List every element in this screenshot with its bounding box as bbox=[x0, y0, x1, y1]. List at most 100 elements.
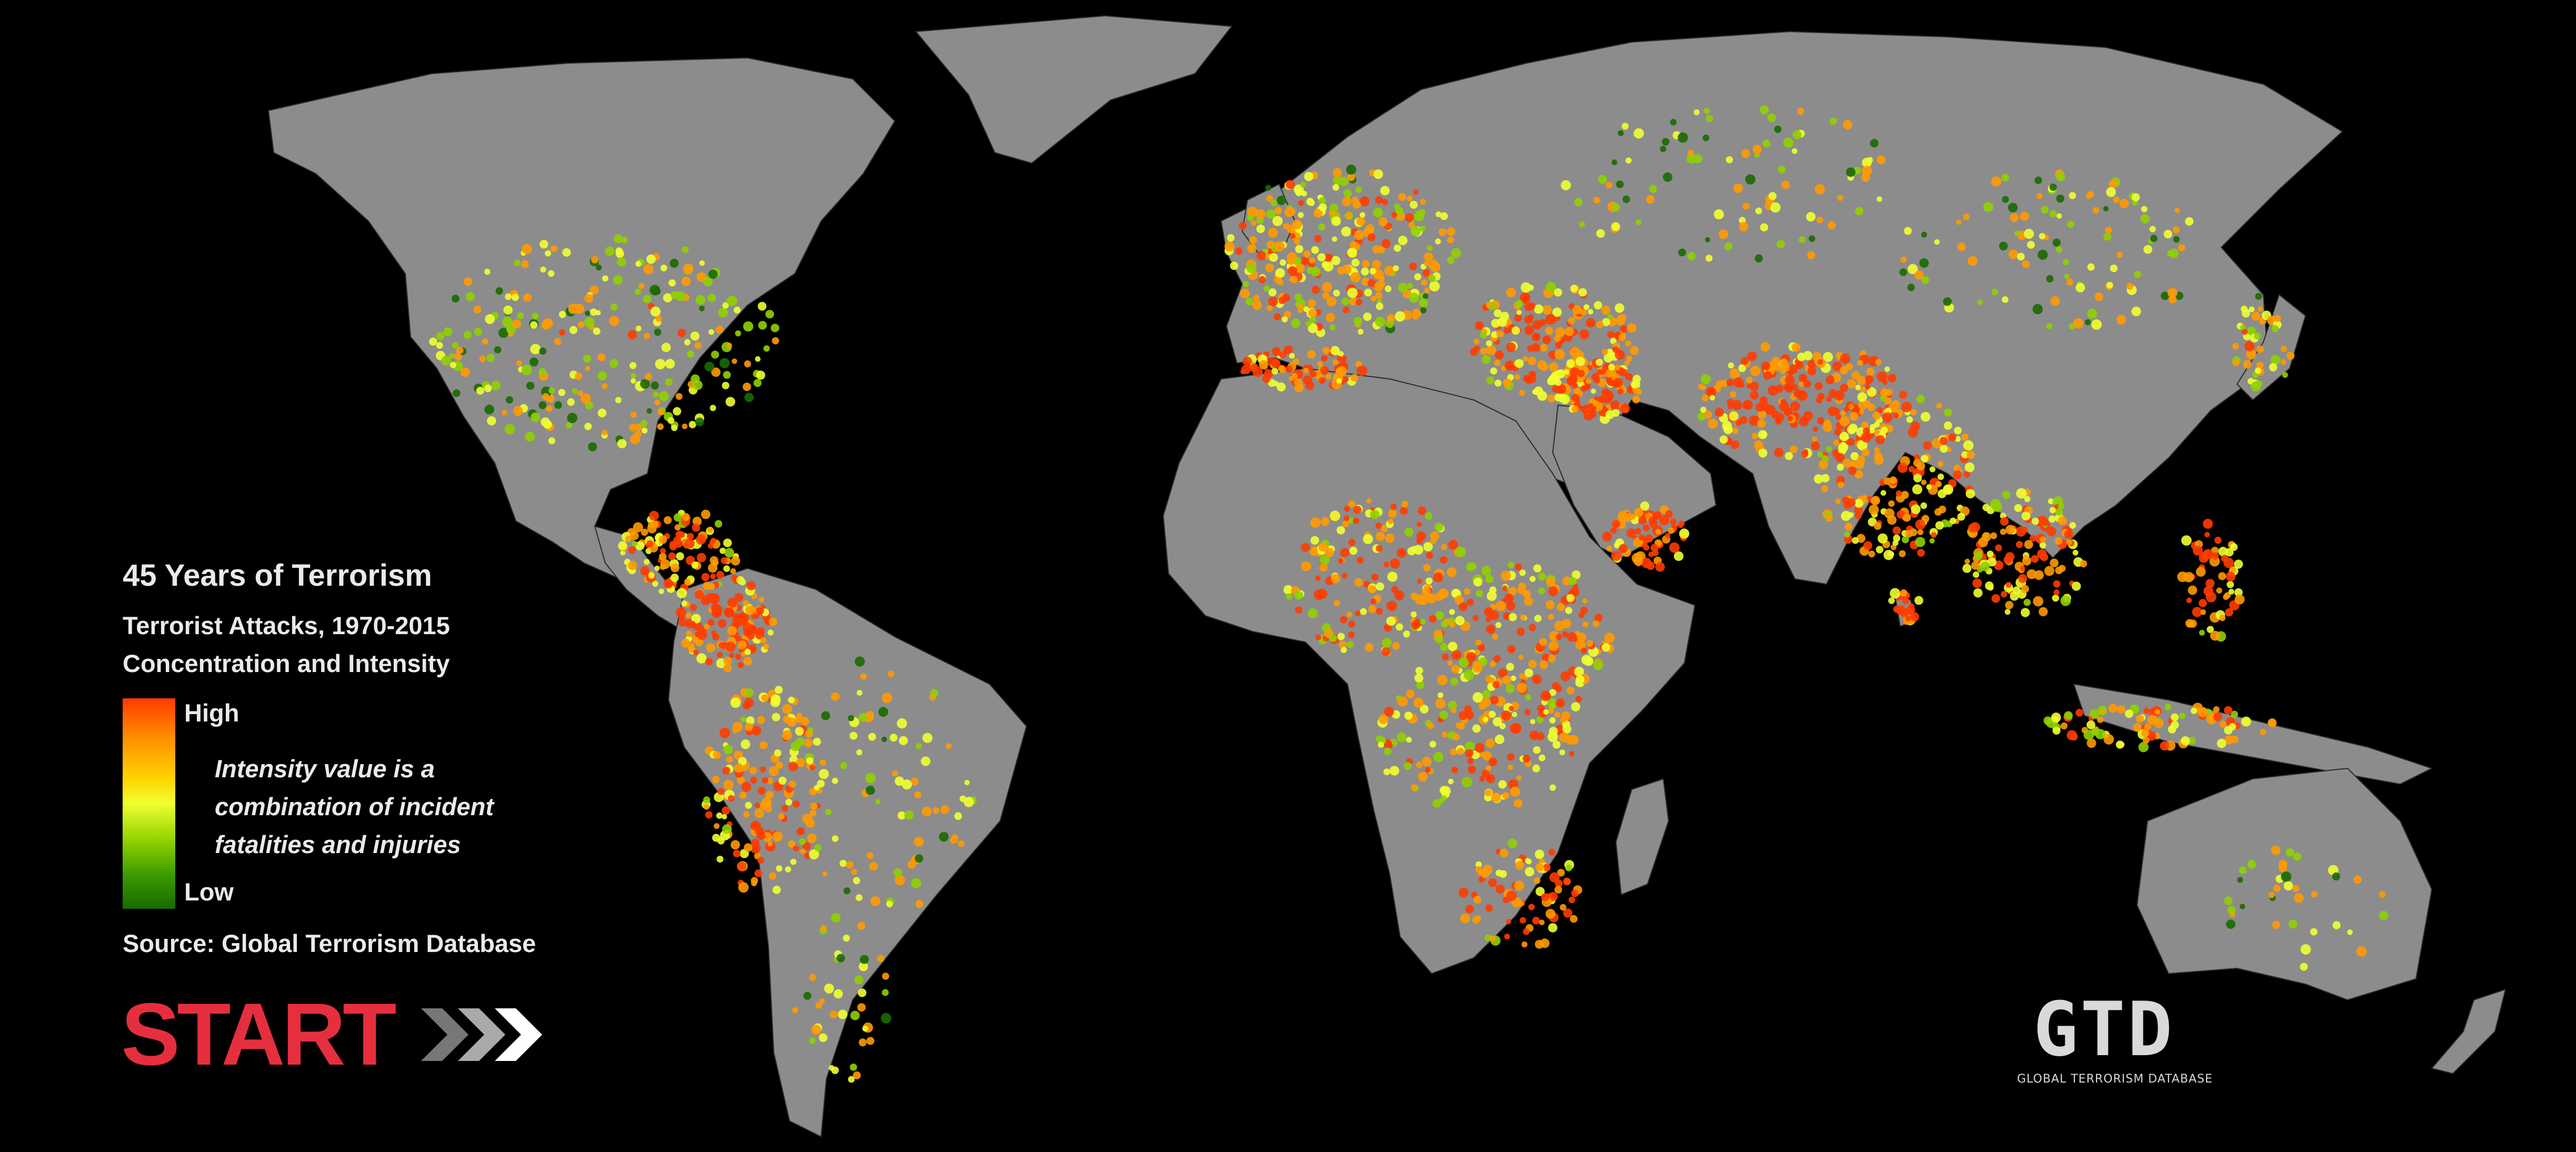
incident-point bbox=[2052, 594, 2060, 602]
incident-point bbox=[675, 607, 686, 618]
incident-point bbox=[1992, 502, 2002, 512]
incident-point bbox=[809, 765, 815, 770]
incident-point bbox=[1888, 500, 1895, 507]
incident-point bbox=[1383, 768, 1391, 776]
incident-point bbox=[1920, 502, 1928, 509]
incident-point bbox=[1878, 533, 1888, 544]
incident-point bbox=[2188, 737, 2196, 745]
incident-point bbox=[860, 955, 869, 964]
incident-point bbox=[1446, 227, 1455, 236]
incident-point bbox=[1256, 251, 1266, 261]
incident-point bbox=[1555, 698, 1565, 708]
incident-point bbox=[761, 694, 769, 702]
incident-point bbox=[675, 393, 683, 400]
incident-point bbox=[1498, 331, 1504, 337]
incident-point bbox=[2181, 535, 2192, 546]
incident-point bbox=[2117, 705, 2126, 714]
incident-point bbox=[1900, 256, 1907, 263]
incident-point bbox=[809, 788, 817, 796]
incident-point bbox=[1821, 474, 1830, 483]
incident-point bbox=[2069, 522, 2076, 529]
incident-point bbox=[1964, 558, 1970, 564]
incident-point bbox=[727, 597, 737, 608]
incident-point bbox=[1530, 719, 1535, 725]
incident-point bbox=[1908, 466, 1915, 473]
incident-point bbox=[2004, 609, 2011, 615]
incident-point bbox=[1360, 212, 1365, 218]
madagascar bbox=[1615, 778, 1670, 896]
incident-point bbox=[1506, 601, 1516, 611]
incident-point bbox=[1276, 382, 1286, 392]
incident-point bbox=[2053, 580, 2061, 588]
incident-point bbox=[1812, 436, 1818, 442]
incident-point bbox=[1535, 887, 1545, 896]
incident-point bbox=[1489, 710, 1496, 718]
incident-point bbox=[1936, 403, 1942, 409]
incident-point bbox=[771, 324, 780, 333]
incident-point bbox=[1901, 402, 1912, 413]
incident-point bbox=[1411, 611, 1417, 618]
incident-point bbox=[2241, 716, 2251, 727]
incident-point bbox=[1575, 675, 1585, 684]
incident-point bbox=[915, 900, 924, 908]
incident-point bbox=[824, 984, 834, 994]
incident-point bbox=[1504, 360, 1515, 371]
incident-point bbox=[2286, 352, 2295, 360]
incident-point bbox=[1610, 337, 1617, 344]
incident-point bbox=[2034, 570, 2044, 580]
incident-point bbox=[768, 766, 779, 776]
incident-point bbox=[801, 717, 810, 726]
incident-point bbox=[1752, 145, 1762, 154]
incident-point bbox=[1817, 359, 1823, 365]
incident-point bbox=[758, 320, 767, 330]
incident-point bbox=[1549, 717, 1556, 724]
incident-point bbox=[2109, 179, 2118, 189]
incident-point bbox=[630, 412, 637, 418]
incident-point bbox=[1251, 220, 1257, 226]
incident-point bbox=[1893, 605, 1901, 613]
incident-point bbox=[1533, 564, 1542, 573]
incident-point bbox=[711, 350, 719, 359]
incident-point bbox=[2014, 230, 2020, 236]
incident-point bbox=[877, 955, 885, 963]
incident-point bbox=[2069, 192, 2076, 199]
incident-point bbox=[454, 352, 462, 361]
incident-point bbox=[2211, 547, 2219, 555]
incident-point bbox=[1427, 722, 1434, 729]
incident-point bbox=[778, 776, 787, 785]
incident-point bbox=[1939, 505, 1946, 514]
incident-point bbox=[2106, 187, 2116, 197]
incident-point bbox=[613, 275, 623, 285]
incident-point bbox=[1266, 209, 1276, 219]
incident-point bbox=[1529, 576, 1536, 582]
incident-point bbox=[1525, 694, 1532, 700]
incident-point bbox=[729, 652, 735, 658]
incident-point bbox=[800, 848, 806, 855]
incident-point bbox=[1307, 323, 1318, 334]
incident-point bbox=[857, 988, 867, 997]
incident-point bbox=[1499, 723, 1506, 729]
incident-point bbox=[725, 642, 736, 652]
incident-point bbox=[2224, 896, 2233, 905]
incident-point bbox=[1991, 176, 2002, 187]
incident-point bbox=[1582, 598, 1587, 604]
incident-point bbox=[1577, 369, 1585, 377]
incident-point bbox=[1848, 512, 1854, 518]
incident-point bbox=[807, 727, 814, 733]
incident-point bbox=[1345, 212, 1352, 219]
incident-point bbox=[2226, 580, 2234, 588]
incident-point bbox=[1532, 764, 1541, 773]
incident-point bbox=[1370, 598, 1376, 605]
incident-point bbox=[692, 516, 702, 526]
incident-point bbox=[1495, 600, 1506, 612]
incident-point bbox=[914, 837, 924, 847]
incident-point bbox=[1247, 206, 1258, 217]
incident-point bbox=[1874, 447, 1880, 453]
incident-point bbox=[597, 353, 606, 362]
incident-point bbox=[1592, 620, 1600, 627]
incident-point bbox=[814, 844, 822, 852]
incident-point bbox=[1572, 570, 1581, 579]
incident-point bbox=[2041, 519, 2049, 526]
incident-point bbox=[617, 439, 627, 448]
legend-high-label: High bbox=[184, 699, 239, 727]
